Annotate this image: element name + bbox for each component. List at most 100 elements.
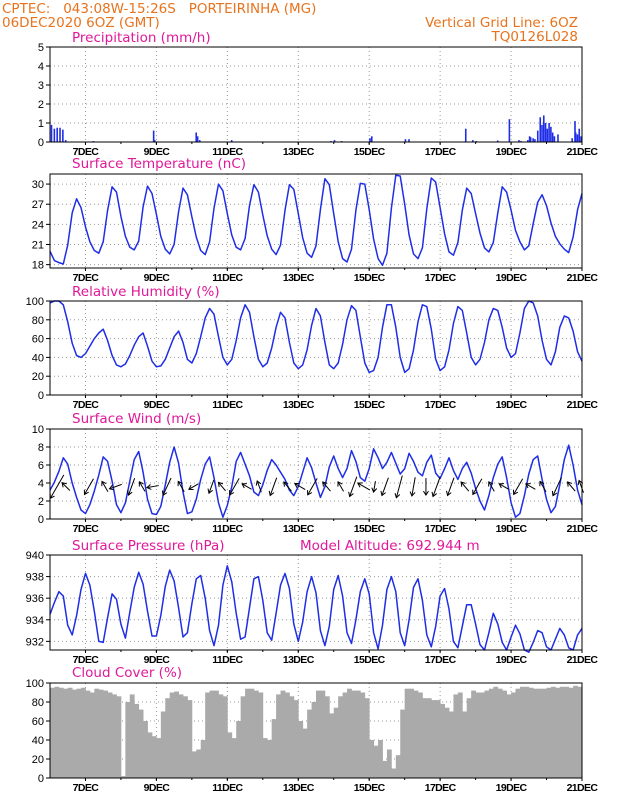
cloud-cover-bar	[475, 692, 481, 778]
precip-bar	[196, 136, 199, 142]
wind-vector	[101, 481, 109, 493]
y-tick-label: 0	[38, 137, 44, 149]
cloud-cover-bar	[559, 686, 565, 778]
x-tick-label: 15DEC	[354, 782, 386, 794]
x-tick-label: 11DEC	[212, 523, 243, 535]
cloud-cover-bar	[573, 685, 578, 778]
wind-vector-head	[101, 480, 107, 487]
wind-vector	[498, 483, 509, 490]
x-tick-label: 11DEC	[212, 272, 243, 284]
cloud-cover-bar	[338, 696, 343, 778]
x-tick-label: 19DEC	[496, 523, 528, 535]
cloud-cover-bar	[147, 732, 153, 778]
cloud-cover-bar	[524, 686, 530, 778]
wind-vector	[411, 477, 416, 497]
wind-vector-head	[83, 489, 89, 496]
precip-bar	[578, 128, 581, 142]
cloud-cover-bar	[289, 696, 295, 778]
cloud-cover-bar	[369, 740, 375, 778]
cloud-cover-bar	[214, 690, 219, 778]
cloud-cover-bar	[112, 694, 117, 778]
x-tick-label: 7DEC	[73, 399, 100, 411]
header-line2-right: TQ0126L028	[490, 29, 578, 45]
cloud-cover-bar	[409, 688, 414, 778]
wind-vector	[513, 478, 524, 495]
y-tick-label: 934	[26, 615, 44, 627]
cloud-cover-bar	[174, 691, 179, 778]
y-tick-label: 8	[38, 442, 44, 454]
cloud-cover-bar	[431, 700, 437, 778]
x-tick-label: 17DEC	[425, 146, 457, 158]
cloud-cover-bar	[378, 740, 383, 778]
cloud-cover-bar	[120, 776, 126, 778]
cloud-cover-bar	[546, 687, 552, 778]
precip-bar	[574, 132, 577, 142]
wind-vector-head	[177, 480, 183, 487]
wind-vector	[432, 476, 441, 497]
wind-vector-head	[146, 484, 152, 490]
wind-vector	[539, 481, 547, 493]
x-tick-label: 7DEC	[73, 146, 100, 158]
x-tick-label: 13DEC	[283, 782, 315, 794]
header-line1-left: CPTEC: 043:08W-15:26S PORTEIRINHA (MG)	[2, 1, 316, 17]
cloud-cover-bar	[293, 700, 299, 778]
cloud-cover-bar	[533, 688, 539, 778]
y-tick-label: 20	[32, 754, 44, 766]
wind-vector-head	[322, 481, 328, 487]
cloud-cover-bar	[324, 696, 330, 778]
wind-vector-head	[488, 481, 494, 487]
cloud-cover-bar	[480, 692, 485, 778]
cloud-cover-bar	[515, 688, 521, 778]
x-tick-label: 19DEC	[496, 782, 528, 794]
cloud-cover-bar	[107, 692, 113, 778]
plot-frame	[49, 554, 583, 651]
precip-bar	[571, 138, 573, 142]
x-tick-label: 13DEC	[283, 654, 315, 666]
x-tick-label: 15DEC	[354, 272, 386, 284]
precip-bar	[546, 128, 549, 142]
x-tick-label: 9DEC	[144, 272, 171, 284]
cloud-cover-bar	[191, 751, 197, 778]
precip-bar	[59, 127, 61, 142]
x-tick-label: 21DEC	[567, 146, 599, 158]
x-tick-label: 15DEC	[354, 523, 386, 535]
cloud-cover-bar	[550, 686, 556, 778]
precip-bar	[53, 128, 56, 142]
cloud-cover-bar	[404, 688, 410, 778]
wind-vector-head	[294, 482, 300, 488]
cloud-cover-bar	[205, 692, 210, 778]
wind-vector	[61, 482, 71, 491]
panel-title: Cloud Cover (%)	[72, 665, 182, 681]
x-tick-label: 7DEC	[73, 523, 100, 535]
cloud-cover-bar	[542, 688, 547, 778]
y-tick-label: 30	[32, 179, 44, 191]
cloud-cover-bar	[382, 760, 388, 778]
x-tick-label: 19DEC	[496, 272, 528, 284]
wind-vector	[460, 481, 470, 492]
panel-title: Surface Pressure (hPa)	[72, 538, 225, 554]
precip-bar	[198, 140, 201, 142]
y-tick-label: 100	[26, 296, 44, 308]
cloud-cover-bar	[67, 687, 73, 778]
cloud-cover-bar	[422, 698, 428, 778]
cloud-cover-bar	[209, 690, 215, 778]
wind-vector-head	[394, 493, 401, 499]
cloud-cover-bar	[391, 768, 397, 778]
y-tick-label: 80	[32, 697, 44, 709]
cloud-cover-bar	[497, 688, 503, 778]
y-tick-label: 24	[32, 219, 44, 231]
panel-precip: 0 1 2 3 4 5 7DEC 9DEC 11DEC 13DEC 15DEC 17DEC 19DEC 2…	[38, 30, 599, 158]
cloud-cover-bar	[98, 689, 104, 778]
precip-bar	[553, 136, 556, 142]
model-altitude-label: Model Altitude: 692.944 m	[300, 538, 480, 554]
cloud-cover-bar	[471, 690, 476, 778]
x-tick-label: 17DEC	[425, 272, 457, 284]
precip-bar	[152, 130, 155, 142]
cloud-cover-bar	[267, 740, 273, 778]
precip-bar	[508, 119, 511, 142]
wind-vector-head	[512, 489, 519, 496]
x-tick-label: 9DEC	[144, 782, 171, 794]
cloud-cover-bar	[116, 696, 122, 778]
precip-bar	[529, 137, 532, 142]
precip-bar	[527, 140, 529, 142]
